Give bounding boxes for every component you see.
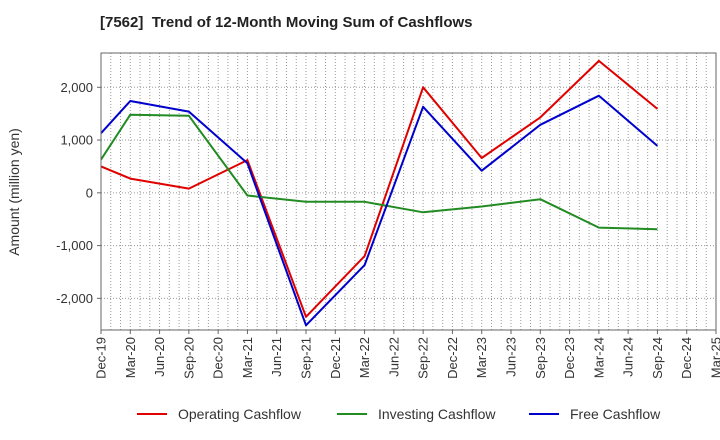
x-tick-label: Sep-23 <box>533 337 548 379</box>
x-tick-label: Dec-21 <box>328 337 343 379</box>
x-tick-label: Mar-23 <box>474 337 489 378</box>
x-tick-label: Sep-24 <box>650 337 665 379</box>
series-lines <box>100 59 659 327</box>
x-tick-label: Dec-19 <box>94 337 109 379</box>
x-tick-label: Jun-21 <box>269 337 284 377</box>
x-tick-label: Jun-20 <box>152 337 167 377</box>
y-tick-label: 2,000 <box>60 80 93 95</box>
legend: Operating Cashflow Investing Cashflow Free… <box>137 406 661 422</box>
x-tick-label: Jun-22 <box>386 337 401 377</box>
x-tick-label: Dec-20 <box>211 337 226 379</box>
y-tick-label: 1,000 <box>60 133 93 148</box>
gridlines <box>101 53 716 330</box>
series-line-free-cashflow <box>100 94 659 327</box>
x-axis-ticks: Dec-19 Mar-20 Jun-20 Sep-20 Dec-20 Mar-21 Jun-… <box>94 330 720 379</box>
y-tick-label: 0 <box>86 185 93 200</box>
x-tick-label: Jun-24 <box>621 337 636 377</box>
y-tick-label: -2,000 <box>56 291 93 306</box>
x-tick-label: Mar-25 <box>709 337 720 378</box>
series-line-investing-cashflow <box>100 113 658 231</box>
series-line-operating-cashflow <box>100 59 659 318</box>
y-axis-ticks: 2,000 1,000 0 -1,000 -2,000 <box>56 80 101 306</box>
legend-label: Operating Cashflow <box>178 406 302 422</box>
chart-title: [7562] Trend of 12-Month Moving Sum of C… <box>100 14 473 31</box>
x-tick-label: Dec-23 <box>562 337 577 379</box>
legend-label: Investing Cashflow <box>378 406 496 422</box>
plot-frame <box>100 52 717 331</box>
x-tick-label: Dec-22 <box>445 337 460 379</box>
x-tick-label: Sep-20 <box>181 337 196 379</box>
legend-label: Free Cashflow <box>570 406 661 422</box>
x-tick-label: Jun-23 <box>504 337 519 377</box>
x-tick-label: Mar-24 <box>591 337 606 378</box>
x-tick-label: Sep-22 <box>416 337 431 379</box>
x-tick-label: Sep-21 <box>299 337 314 379</box>
x-tick-label: Dec-24 <box>679 337 694 379</box>
y-axis-title: Amount (million yen) <box>6 128 22 256</box>
x-tick-label: Mar-20 <box>123 337 138 378</box>
x-tick-label: Mar-22 <box>357 337 372 378</box>
y-tick-label: -1,000 <box>56 238 93 253</box>
x-tick-label: Mar-21 <box>240 337 255 378</box>
